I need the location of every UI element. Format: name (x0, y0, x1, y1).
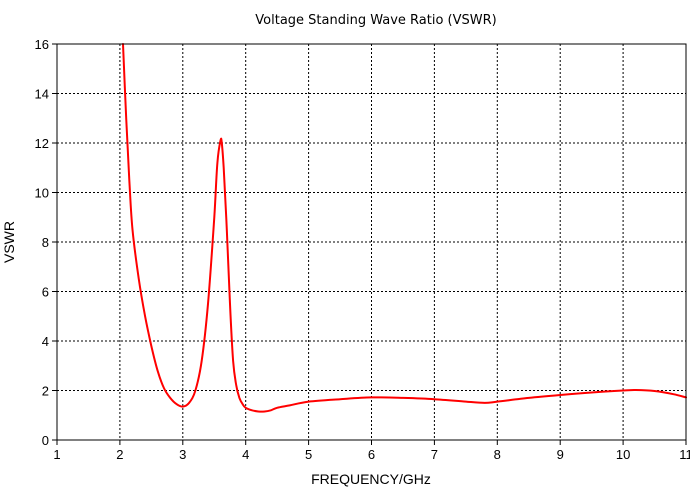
y-axis-label: VSWR (1, 221, 17, 263)
x-tick-label: 6 (368, 447, 375, 462)
y-tick-label: 0 (42, 433, 49, 448)
x-tick-label: 10 (616, 447, 630, 462)
y-tick-label: 6 (42, 285, 49, 300)
x-tick-label: 1 (53, 447, 60, 462)
x-tick-label: 5 (305, 447, 312, 462)
grid-lines (57, 44, 686, 440)
y-tick-label: 8 (42, 235, 49, 250)
y-tick-label: 14 (35, 87, 49, 102)
x-tick-label: 4 (242, 447, 249, 462)
x-tick-label: 2 (116, 447, 123, 462)
x-tick-label: 9 (557, 447, 564, 462)
series-line-vswr (122, 43, 687, 413)
y-tick-label: 16 (35, 37, 49, 52)
y-tick-labels: 0 2 4 6 8 10 12 14 16 (35, 37, 49, 448)
x-tick-label: 7 (431, 447, 438, 462)
axis-ticks (52, 43, 687, 445)
x-tick-label: 11 (679, 447, 690, 462)
chart-title: Voltage Standing Wave Ratio (VSWR) (255, 13, 496, 28)
x-tick-label: 3 (179, 447, 186, 462)
x-axis-label: FREQUENCY/GHz (311, 471, 431, 487)
y-tick-label: 4 (42, 334, 49, 349)
x-tick-labels: 1 2 3 4 5 6 7 8 9 10 11 (53, 447, 690, 462)
y-tick-label: 2 (42, 384, 49, 399)
x-tick-label: 8 (494, 447, 501, 462)
y-tick-label: 10 (35, 186, 49, 201)
series-layer (122, 43, 687, 413)
y-tick-label: 12 (35, 136, 49, 151)
plot-frame (56, 43, 687, 441)
